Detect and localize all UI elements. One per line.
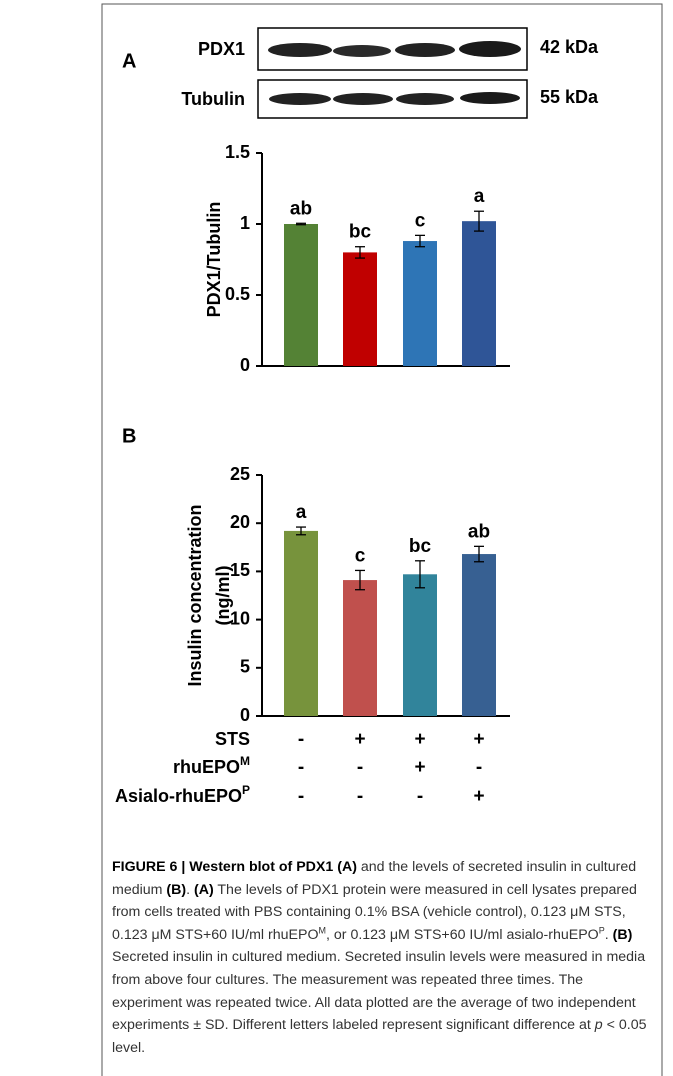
- blot-band: [269, 93, 331, 105]
- y-tick-label: 0.5: [225, 284, 250, 304]
- treatment-mark: -: [417, 786, 423, 807]
- y-axis-label: (ng/ml): [213, 566, 233, 626]
- treatment-name-text: rhuEPO: [173, 757, 240, 777]
- significance-letter: a: [474, 186, 485, 207]
- blot-band: [460, 92, 520, 104]
- treatment-mark: -: [476, 757, 482, 778]
- error-bar: [355, 569, 365, 591]
- error-bar: [474, 210, 484, 232]
- treatment-name-text: STS: [215, 729, 250, 749]
- significance-letter: a: [296, 502, 307, 523]
- caption-run: FIGURE 6 | Western blot of PDX1 (A): [112, 859, 357, 875]
- blot-label: PDX1: [198, 39, 245, 59]
- significance-letter: c: [355, 545, 366, 566]
- blot-band: [459, 41, 521, 57]
- treatment-mark: +: [473, 786, 484, 807]
- caption-run: (B): [612, 926, 633, 943]
- blot-label: Tubulin: [181, 89, 245, 109]
- y-axis-label: PDX1/Tubulin: [204, 202, 224, 318]
- bar: [343, 252, 377, 366]
- error-bar: [296, 526, 306, 536]
- caption-run: and the levels of secreted insulin in cu…: [112, 859, 637, 898]
- error-bar: [355, 246, 365, 259]
- caption-run: (A): [194, 881, 214, 898]
- panel-label: B: [122, 425, 136, 447]
- significance-letter: bc: [349, 222, 372, 243]
- blot-band: [396, 93, 454, 105]
- blot-size: 42 kDa: [540, 37, 599, 57]
- treatment-name-sup: P: [242, 783, 250, 797]
- bar: [403, 241, 437, 366]
- y-tick-label: 15: [230, 560, 250, 580]
- blot-band: [333, 93, 393, 105]
- treatment-mark: +: [473, 729, 484, 750]
- error-bar: [415, 560, 425, 589]
- bar: [343, 580, 377, 716]
- y-tick-label: 5: [240, 657, 250, 677]
- bar: [462, 221, 496, 366]
- blot-band: [333, 45, 391, 57]
- treatment-name: rhuEPOM: [173, 754, 250, 777]
- treatment-mark: -: [357, 786, 363, 807]
- significance-letter: ab: [468, 521, 490, 542]
- treatment-mark: -: [298, 757, 304, 778]
- treatment-name-sup: M: [240, 754, 250, 768]
- significance-letter: bc: [409, 536, 432, 557]
- treatment-mark: -: [298, 729, 304, 750]
- treatment-mark: -: [298, 786, 304, 807]
- y-tick-label: 1: [240, 213, 250, 233]
- blot-band: [268, 43, 332, 57]
- error-bar: [296, 222, 306, 226]
- caption-run: P: [598, 925, 605, 936]
- blot-images: [257, 27, 528, 119]
- treatment-mark: +: [414, 729, 425, 750]
- y-tick-label: 1.5: [225, 142, 250, 162]
- caption-run: < 0.05 level.: [112, 1017, 647, 1056]
- figure-caption: FIGURE 6 | Western blot of PDX1 (A) and …: [112, 856, 657, 1059]
- caption-run: The levels of PDX1 protein were measured…: [112, 881, 637, 943]
- bar: [462, 554, 496, 716]
- treatment-name-text: Asialo-rhuEPO: [115, 786, 242, 806]
- panel-label: A: [122, 50, 136, 72]
- treatment-mark: -: [357, 757, 363, 778]
- y-axis-label: Insulin concentration: [185, 504, 205, 686]
- caption-run: .: [186, 881, 194, 898]
- treatment-mark: +: [414, 757, 425, 778]
- caption-run: p: [594, 1017, 603, 1034]
- significance-letter: c: [415, 210, 426, 231]
- bar: [284, 530, 318, 716]
- caption-run: Secreted insulin in cultured medium. Sec…: [112, 949, 646, 1034]
- treatment-name: STS: [215, 729, 250, 749]
- bar: [284, 224, 318, 366]
- y-tick-label: 0: [240, 355, 250, 375]
- caption-run: (B): [166, 881, 187, 898]
- blot-band: [395, 43, 455, 57]
- treatment-mark: +: [354, 729, 365, 750]
- error-bar: [474, 545, 484, 563]
- error-bar: [415, 234, 425, 248]
- blot-size: 55 kDa: [540, 87, 599, 107]
- bar: [403, 574, 437, 716]
- caption-run: , or 0.123 μM STS+60 IU/ml asialo-rhuEPO: [326, 926, 599, 943]
- y-tick-label: 0: [240, 705, 250, 725]
- figure-frame: [101, 3, 663, 1076]
- y-tick-label: 25: [230, 464, 250, 484]
- y-tick-label: 20: [230, 512, 250, 532]
- treatment-name: Asialo-rhuEPOP: [115, 783, 250, 806]
- y-tick-label: 10: [230, 608, 250, 628]
- caption-run: M: [318, 925, 327, 936]
- significance-letter: ab: [290, 198, 312, 219]
- caption-run: .: [604, 926, 613, 943]
